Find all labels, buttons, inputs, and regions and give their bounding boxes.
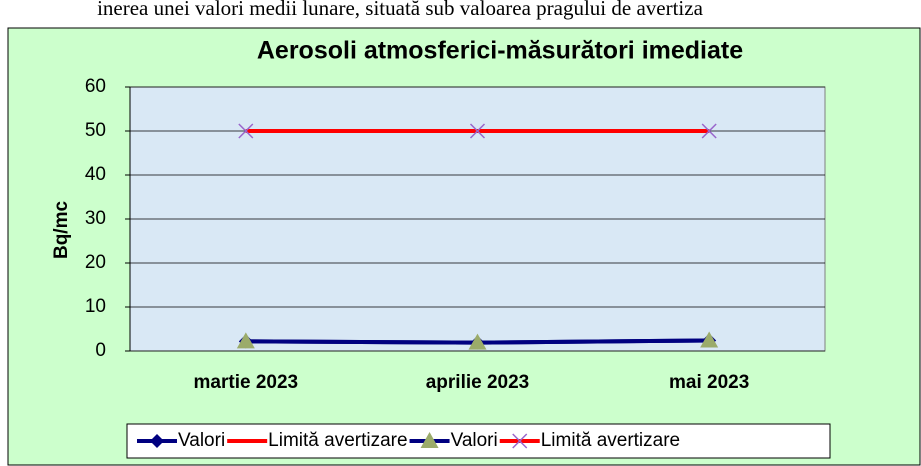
x-tick-label: martie 2023: [194, 372, 299, 393]
y-tick-label: 50: [85, 120, 106, 141]
x-tick-label: mai 2023: [669, 372, 749, 393]
y-axis-label: Bq/mc: [51, 201, 72, 260]
x-tick-label: aprilie 2023: [426, 372, 530, 393]
y-tick-label: 10: [85, 296, 106, 317]
marker: [701, 123, 717, 139]
y-tick-label: 40: [85, 164, 106, 185]
legend-label: Valori: [178, 430, 225, 451]
marker: [468, 333, 487, 350]
marker: [512, 433, 528, 449]
y-tick-label: 0: [95, 340, 106, 361]
y-tick-label: 20: [85, 252, 106, 273]
marker: [150, 434, 164, 448]
legend-label: Limită avertizare: [268, 430, 407, 451]
legend-label: Limită avertizare: [541, 430, 680, 451]
marker: [469, 123, 486, 139]
marker: [238, 123, 254, 139]
marker: [420, 432, 439, 448]
marker: [236, 332, 255, 349]
legend-label: Valori: [451, 430, 498, 451]
document-text: inerea unei valori medii lunare, situată…: [97, 0, 704, 20]
marker: [700, 331, 719, 348]
y-tick-label: 60: [85, 76, 106, 97]
chart-title: Aerosoli atmosferici-măsurători imediate: [257, 37, 743, 65]
y-tick-label: 30: [85, 208, 106, 229]
